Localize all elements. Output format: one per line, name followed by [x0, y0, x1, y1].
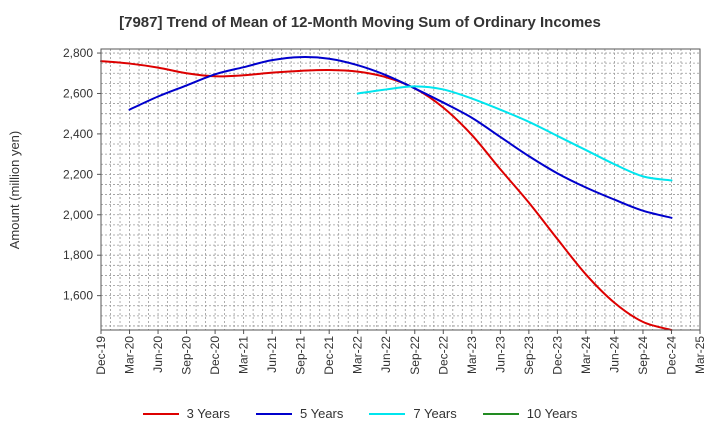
x-tick-label: Mar-20: [123, 336, 137, 374]
x-tick-label: Mar-22: [351, 336, 365, 374]
x-tick-label: Sep-24: [636, 336, 650, 375]
y-tick-label: 2,000: [63, 208, 93, 222]
x-tick-label: Jun-20: [151, 336, 165, 373]
x-tick-label: Dec-23: [550, 336, 564, 375]
plot-frame: [100, 48, 701, 331]
x-tick-label: Mar-25: [693, 336, 707, 374]
y-tick-label: 2,200: [63, 167, 93, 181]
chart-title: [7987] Trend of Mean of 12-Month Moving …: [119, 14, 601, 31]
x-tick-label: Mar-21: [237, 336, 251, 374]
legend-swatch: [482, 412, 519, 415]
y-tick-label: 2,600: [63, 86, 93, 100]
legend-item-10-years: 10 Years: [482, 406, 578, 421]
legend-item-5-years: 5 Years: [256, 406, 343, 421]
x-tick-label: Sep-21: [294, 336, 308, 375]
x-tick-label: Jun-22: [379, 336, 393, 373]
y-axis-ticks: 1,600 1,800 2,000 2,200 2,400 2,600 2,800: [63, 46, 101, 303]
legend-item-3-years: 3 Years: [142, 406, 230, 421]
x-tick-label: Jun-24: [607, 336, 621, 373]
series-lines: [100, 56, 673, 331]
legend-label: 10 Years: [526, 406, 578, 421]
series-line-7-years: [356, 85, 673, 182]
legend-swatch: [142, 412, 179, 415]
x-tick-label: Mar-23: [465, 336, 479, 374]
legend-swatch: [369, 412, 406, 415]
series-line-5-years: [128, 56, 673, 219]
x-tick-label: Sep-23: [522, 336, 536, 375]
grid: [101, 49, 700, 330]
series-line-3-years: [100, 60, 673, 331]
x-tick-label: Dec-24: [664, 336, 678, 375]
x-tick-label: Sep-22: [408, 336, 422, 375]
legend-item-7-years: 7 Years: [369, 406, 457, 421]
x-tick-label: Dec-21: [322, 336, 336, 375]
y-tick-label: 2,400: [63, 127, 93, 141]
x-tick-label: Sep-20: [180, 336, 194, 375]
legend-label: 5 Years: [300, 406, 344, 421]
x-tick-label: Dec-22: [436, 336, 450, 375]
x-tick-label: Mar-24: [579, 336, 593, 374]
y-axis-title: Amount (million yen): [7, 131, 22, 250]
y-tick-label: 2,800: [63, 46, 93, 60]
y-tick-label: 1,800: [63, 248, 93, 262]
x-tick-label: Jun-21: [265, 336, 279, 373]
legend-swatch: [256, 412, 292, 415]
x-tick-label: Dec-20: [208, 336, 222, 375]
x-axis-ticks: Dec-19 Mar-20 Jun-20 Sep-20 Dec-20 Mar-21 Jun-…: [94, 330, 707, 375]
x-tick-label: Jun-23: [493, 336, 507, 373]
x-tick-label: Dec-19: [94, 336, 108, 375]
legend-label: 3 Years: [186, 406, 230, 421]
legend-label: 7 Years: [413, 406, 457, 421]
y-tick-label: 1,600: [63, 289, 93, 303]
legend: 3 Years 5 Years 7 Years 10 Years: [0, 406, 720, 421]
